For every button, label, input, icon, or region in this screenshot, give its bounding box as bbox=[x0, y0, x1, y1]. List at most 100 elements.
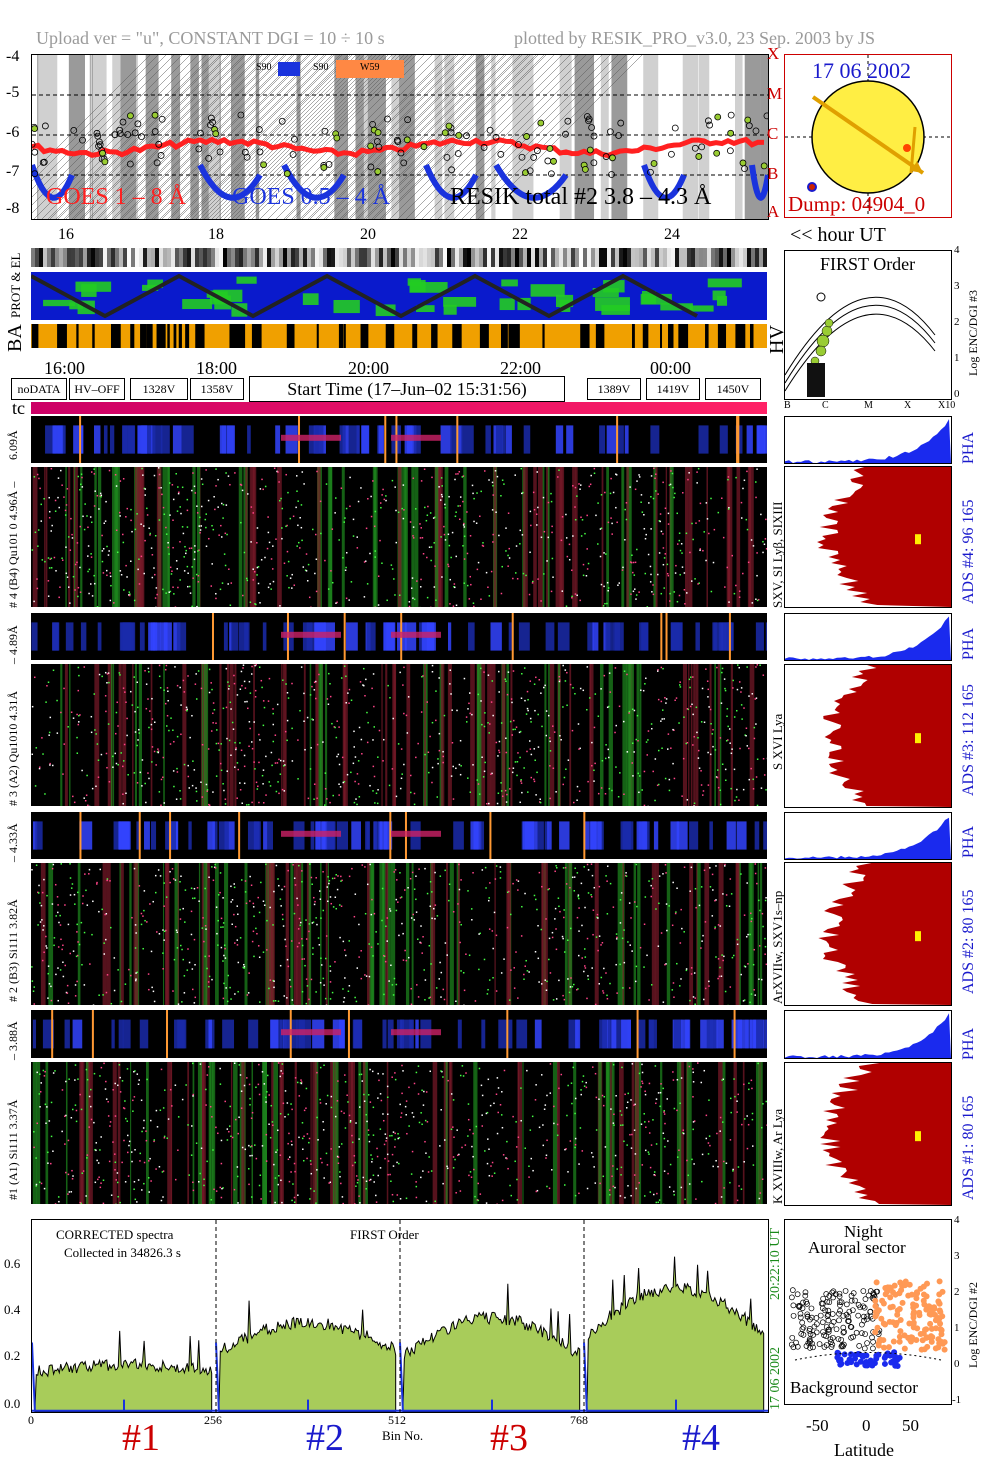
resik-point bbox=[32, 148, 39, 156]
spec-dot bbox=[92, 900, 94, 903]
spec-band bbox=[112, 664, 115, 806]
spec-band bbox=[290, 863, 294, 1005]
spec-dot bbox=[329, 695, 332, 698]
fo-x-tick: X bbox=[904, 400, 912, 411]
spec-dot bbox=[224, 564, 227, 567]
spec-band bbox=[102, 863, 107, 1005]
spec-dot bbox=[297, 778, 299, 780]
spec-dot bbox=[355, 1122, 357, 1124]
spec-dot bbox=[377, 1097, 379, 1099]
ads-marker bbox=[915, 931, 921, 942]
spec-dot bbox=[660, 720, 662, 722]
spec-dot bbox=[692, 1071, 695, 1074]
resik-point bbox=[260, 161, 267, 169]
spec-dot bbox=[40, 1182, 43, 1185]
resik-point bbox=[216, 148, 224, 156]
spec-band bbox=[390, 863, 396, 1005]
spec-dot bbox=[120, 752, 122, 754]
pha-line bbox=[281, 631, 341, 638]
spec-dot bbox=[444, 503, 446, 506]
spec-dot bbox=[572, 535, 574, 537]
spec-dot bbox=[515, 572, 517, 574]
spec-dot bbox=[730, 1111, 732, 1114]
pha-band bbox=[485, 425, 491, 454]
spec-dot bbox=[223, 553, 226, 555]
spec-dot bbox=[425, 1152, 427, 1154]
spec-dot bbox=[360, 950, 362, 952]
spec-dot bbox=[130, 560, 132, 563]
spec-dot bbox=[645, 1126, 647, 1128]
spec-dot bbox=[488, 732, 490, 734]
spec-dot bbox=[199, 531, 201, 534]
spec-dot bbox=[389, 908, 391, 910]
resik-point bbox=[590, 132, 598, 140]
el-cell bbox=[287, 248, 291, 267]
spec-dot bbox=[136, 1073, 139, 1075]
spec-dot bbox=[230, 901, 232, 903]
spec-band bbox=[738, 863, 741, 1005]
el-cell bbox=[735, 248, 739, 267]
spec-dot bbox=[109, 572, 111, 574]
spec-band bbox=[626, 467, 630, 607]
spec-band bbox=[637, 863, 641, 1005]
spec-dot bbox=[623, 670, 626, 672]
spec-dot bbox=[586, 997, 588, 1000]
hatch-line bbox=[137, 55, 303, 219]
spec-dot bbox=[122, 533, 124, 536]
spec-dot bbox=[658, 520, 661, 522]
spec-dot bbox=[487, 586, 489, 589]
spec-dot bbox=[519, 543, 521, 545]
spec-dot bbox=[314, 572, 316, 575]
spec-dot bbox=[75, 1120, 78, 1123]
spec-dot bbox=[412, 1116, 415, 1118]
spec-dot bbox=[261, 1071, 264, 1073]
spec-dot bbox=[492, 541, 494, 543]
spec-dot bbox=[676, 1078, 679, 1081]
el-cell bbox=[667, 248, 671, 267]
spec-dot bbox=[125, 516, 127, 518]
spec-dot bbox=[48, 1120, 51, 1122]
spec-band bbox=[182, 664, 187, 806]
spec-dot bbox=[94, 490, 96, 492]
spec-dot bbox=[294, 1077, 297, 1079]
spec-dot bbox=[191, 714, 193, 717]
spec-dot bbox=[313, 903, 316, 906]
spec-band bbox=[373, 467, 378, 607]
spec-dot bbox=[424, 1140, 426, 1143]
shade-band bbox=[355, 55, 364, 219]
spec-band bbox=[722, 1062, 726, 1204]
spec-dot bbox=[259, 1001, 261, 1003]
pha-band bbox=[516, 1019, 528, 1049]
pha-label-ch3: – 4.89Å bbox=[6, 625, 20, 664]
spec-dot bbox=[249, 900, 251, 902]
spec-dot bbox=[692, 1068, 694, 1070]
spec-dot bbox=[765, 789, 767, 791]
spec-dot bbox=[644, 1093, 647, 1096]
el-cell bbox=[555, 248, 559, 267]
spec-dot bbox=[459, 739, 462, 742]
spec-band bbox=[205, 863, 208, 1005]
spec-dot bbox=[536, 908, 538, 911]
spec-dot bbox=[534, 759, 536, 762]
spec-dot bbox=[123, 589, 125, 591]
el-cell bbox=[439, 248, 443, 267]
spec-dot bbox=[114, 1082, 116, 1085]
spec-dot bbox=[670, 470, 672, 472]
spec-dot bbox=[574, 1194, 577, 1197]
spec-dot bbox=[395, 983, 398, 986]
spec-dot bbox=[618, 582, 621, 584]
hatch-line bbox=[175, 55, 341, 219]
spec-dot bbox=[580, 882, 583, 885]
spec-dot bbox=[540, 692, 542, 694]
spec-dot bbox=[500, 1114, 503, 1116]
time-tick: 18:00 bbox=[196, 358, 238, 378]
hatch-line bbox=[429, 55, 595, 219]
spec-dot bbox=[660, 666, 663, 669]
spec-dot bbox=[370, 1154, 372, 1156]
spec-dot bbox=[279, 1075, 281, 1078]
spec-dot bbox=[391, 1193, 394, 1196]
resik-point bbox=[138, 133, 145, 141]
class-letter-m: M bbox=[767, 84, 783, 103]
spec-dot bbox=[473, 605, 475, 607]
spec-dot bbox=[177, 586, 179, 589]
